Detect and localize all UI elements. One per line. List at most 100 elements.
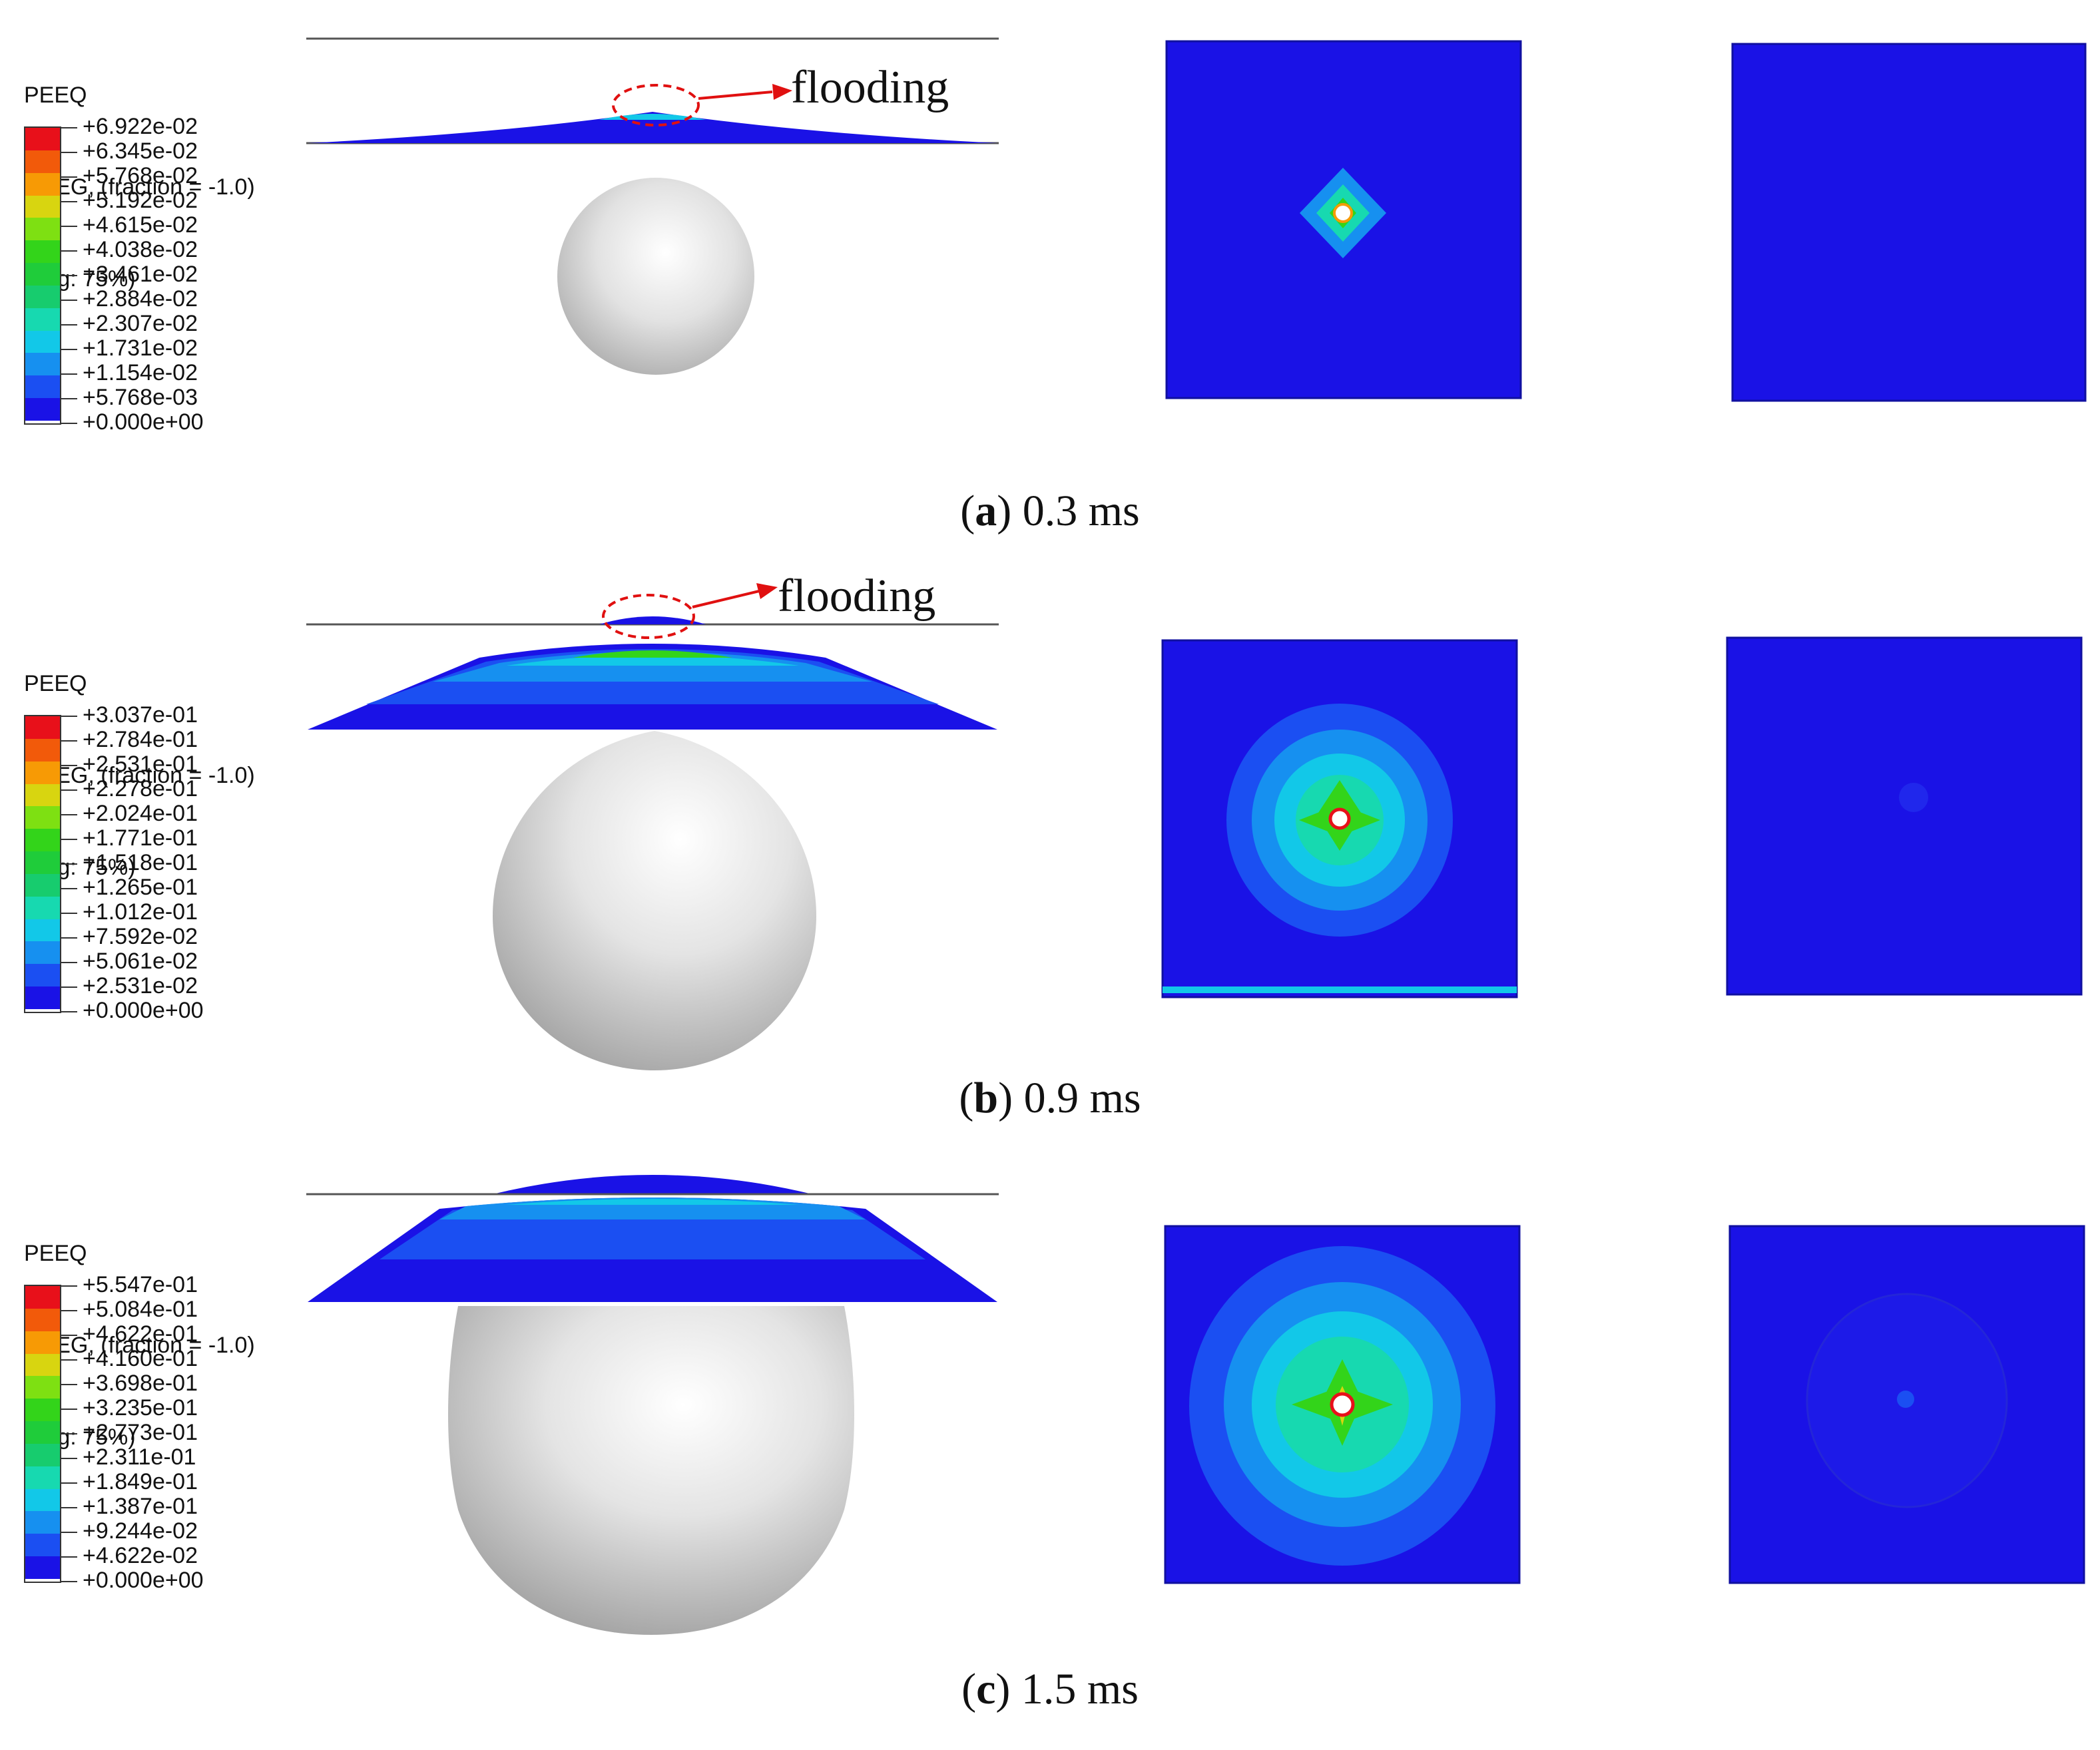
color-bar-segment [25,964,60,987]
caption-letter: a [975,487,997,535]
color-bar-segment [25,150,60,173]
legend-tick-label: +6.922e-02 [61,114,198,139]
color-bar-segment [25,398,60,421]
front-plate-contour [1165,40,1522,399]
legend-tick-label: +4.160e-01 [61,1347,198,1371]
side-view-plate [306,1175,999,1302]
projectile-sphere [448,1306,854,1635]
front-plate-contour [1161,639,1518,998]
flooding-arrow [692,590,760,608]
front-plate-contour [1164,1225,1521,1584]
legend-tick-label: +0.000e+00 [61,410,204,435]
legend-tick-label: +2.307e-02 [61,312,198,336]
color-bar-segment [25,1353,60,1377]
legend-tick-label: +9.244e-02 [61,1519,198,1544]
color-bar-segment [25,806,60,829]
legend-tick-label: +3.698e-01 [61,1371,198,1396]
legend-tick-label: +7.592e-02 [61,925,198,949]
color-bar-segment [25,783,60,807]
color-bar-segment [25,761,60,784]
color-bar-segment [25,941,60,965]
legend-tick-label: +2.773e-01 [61,1421,198,1445]
plate-band-3 [506,1199,799,1205]
caption-time: 0.3 ms [1011,487,1140,535]
color-bar-segment [25,1488,60,1512]
panel-a: PEEQ SNEG, (fraction = -1.0) (Avg: 75%) … [0,0,2100,583]
flooding-arrow [698,91,773,100]
color-bar-segment [25,308,60,331]
legend-tick-label: +5.084e-01 [61,1297,198,1322]
flooding-arrowhead [756,583,778,599]
legend-tick-label: +1.518e-01 [61,851,198,875]
color-bar-segment [25,1399,60,1422]
legend-tick-label: +5.768e-02 [61,164,198,188]
legend-tick-label: +0.000e+00 [61,1568,204,1593]
plate-band-2 [433,652,872,682]
panel-b: PEEQ SNEG, (fraction = -1.0) (Avg: 75%) … [0,570,2100,1166]
color-bar-segment [25,1421,60,1444]
color-bar-segment [25,1466,60,1489]
legend-variable: PEEQ [24,83,87,108]
color-bar-segment [25,1308,60,1331]
color-bar-segment [25,919,60,942]
deformed-plate [308,112,997,143]
color-bar [24,1285,61,1583]
color-bar-segment [25,851,60,874]
color-bar-segment [25,896,60,919]
caption-a: (a) 0.3 ms [960,487,1140,535]
legend-tick-label: +1.731e-02 [61,336,198,361]
legend-tick-label: +5.061e-02 [61,949,198,974]
legend-tick-label: +5.192e-02 [61,188,198,213]
legend-tick-label: +2.784e-01 [61,728,198,752]
legend-tick-label: +4.615e-02 [61,213,198,238]
flooding-label: flooding [791,62,949,113]
legend-tick-label: +5.547e-01 [61,1273,198,1297]
color-bar-segment [25,240,60,264]
legend-tick-label: +2.884e-02 [61,287,198,312]
caption-time: 1.5 ms [1010,1665,1139,1713]
legend-tick-label: +6.345e-02 [61,139,198,164]
plate-bulge [493,1175,812,1194]
legend-tick-label: +3.235e-01 [61,1396,198,1421]
legend-tick-label: +3.461e-02 [61,262,198,287]
side-view-plate [306,37,999,144]
legend-tick-label: +2.278e-01 [61,777,198,801]
projectile-sphere [493,731,816,1070]
legend-variable: PEEQ [24,671,87,696]
color-bar-segment [25,353,60,376]
flooding-circle [602,594,695,639]
color-bar-segment [25,1443,60,1466]
legend-tick-label: +4.038e-02 [61,238,198,262]
legend-tick-label: +2.531e-01 [61,752,198,777]
legend-tick-label: +2.024e-01 [61,801,198,826]
color-bar-segment [25,986,60,1009]
color-bar-segment [25,1511,60,1534]
legend-tick-label: +1.387e-01 [61,1494,198,1519]
legend-tick-label: +4.622e-02 [61,1544,198,1568]
color-bar-segment [25,873,60,897]
color-bar-segment [25,218,60,241]
color-bar-segment [25,172,60,196]
color-bar-segment [25,1534,60,1557]
back-plate-contour [1726,636,2083,996]
caption-b: (b) 0.9 ms [959,1074,1141,1122]
legend-tick-label: +3.037e-01 [61,703,198,728]
legend-tick-label: +4.622e-01 [61,1322,198,1347]
back-plate-contour [1731,43,2087,402]
color-bar-segment [25,375,60,399]
caption-time: 0.9 ms [1013,1074,1141,1122]
color-bar-segment [25,1331,60,1354]
legend-tick-label: +0.000e+00 [61,998,204,1023]
color-bar-segment [25,195,60,218]
projectile-sphere [557,178,754,375]
side-view-plate [306,583,999,730]
flooding-label: flooding [778,570,936,622]
color-bar [24,126,61,425]
plate-bulge [599,616,706,624]
legend-variable: PEEQ [24,1241,87,1266]
color-bar [24,715,61,1013]
legend-tick-label: +1.265e-01 [61,875,198,900]
caption-letter: c [976,1665,996,1713]
color-bar-segment [25,829,60,852]
color-bar-segment [25,330,60,353]
